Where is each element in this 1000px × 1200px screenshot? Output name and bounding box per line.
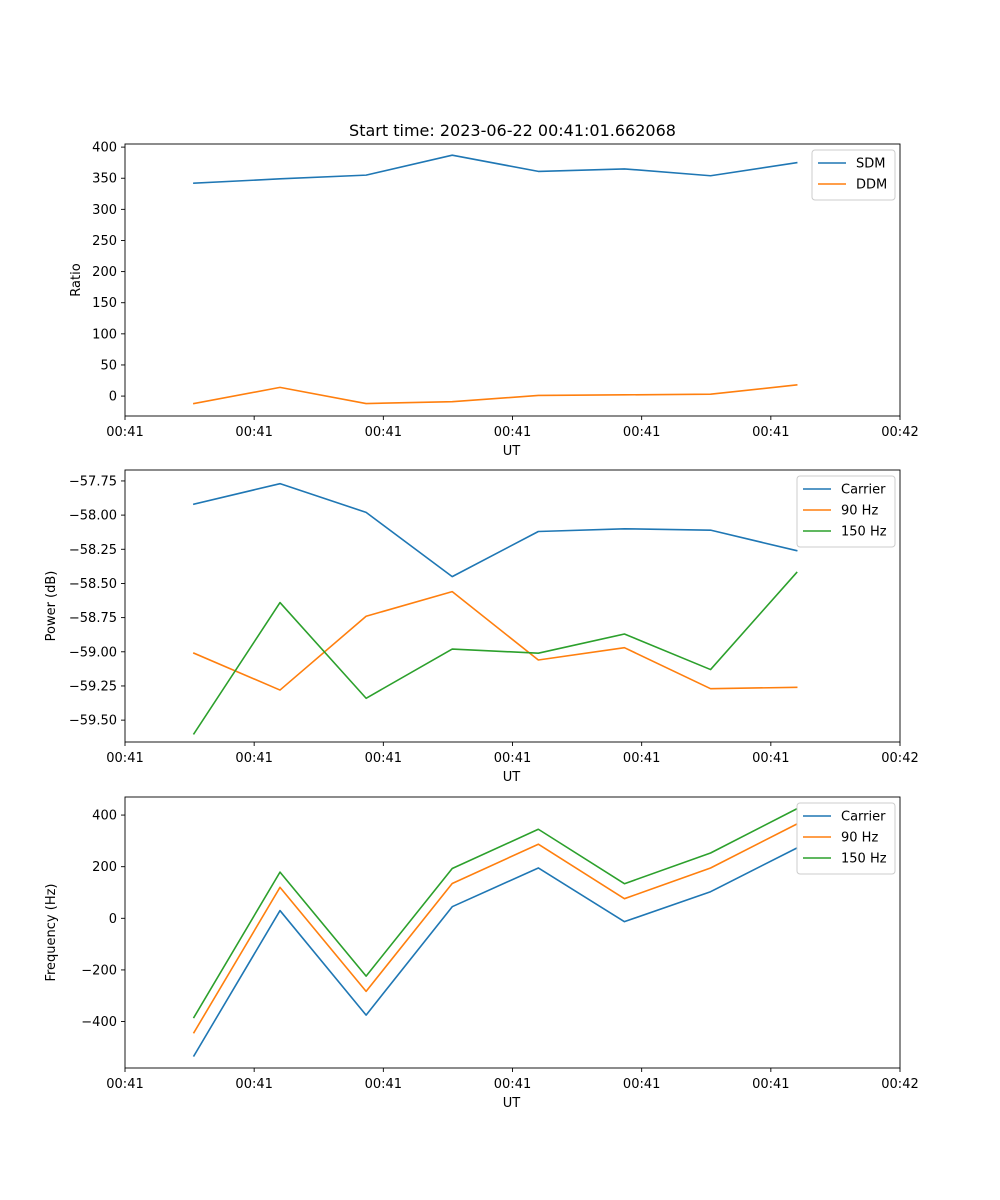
x-tick-label: 00:41 <box>235 751 272 766</box>
x-tick-label: 00:41 <box>365 1077 402 1092</box>
x-tick-label: 00:41 <box>752 425 789 440</box>
legend-box <box>796 802 896 875</box>
x-tick-label: 00:42 <box>881 425 918 440</box>
legend: Carrier 90 Hz 150 Hz <box>796 802 896 875</box>
y-tick-label: −59.50 <box>69 714 117 729</box>
series-line-90-hz <box>192 823 798 1034</box>
y-tick-label: −400 <box>81 1015 117 1030</box>
y-tick-label: −57.75 <box>69 474 117 489</box>
legend: SDM DDM <box>811 149 896 201</box>
x-tick-label: 00:41 <box>623 425 660 440</box>
series-line-150-hz <box>192 571 798 735</box>
series-line-carrier <box>192 482 798 578</box>
x-tick-label: 00:41 <box>106 425 143 440</box>
y-tick-label: 200 <box>92 265 117 280</box>
y-tick-label: 150 <box>92 296 117 311</box>
y-tick-label: −58.00 <box>69 509 117 524</box>
y-tick-label: 50 <box>100 358 117 373</box>
axes-frame <box>124 469 901 743</box>
series-line-ddm <box>192 383 798 405</box>
legend-label: 90 Hz <box>841 504 878 519</box>
chart-panel-3: 00:41 00:41 00:41 00:41 00:41 00:41 00:42 −400 −… <box>44 796 919 1111</box>
x-tick-label: 00:41 <box>752 751 789 766</box>
y-tick-label: 300 <box>92 203 117 218</box>
y-tick-label: −59.25 <box>69 679 117 694</box>
y-tick-label: 400 <box>92 809 117 824</box>
x-tick-label: 00:41 <box>365 425 402 440</box>
x-tick-label: 00:41 <box>494 425 531 440</box>
legend-label: SDM <box>856 157 885 172</box>
legend-label: Carrier <box>841 483 886 498</box>
y-tick-label: −200 <box>81 963 117 978</box>
y-tick-label: 0 <box>109 912 117 927</box>
chart-panel-2: 00:41 00:41 00:41 00:41 00:41 00:41 00:42 −59.5… <box>44 469 919 785</box>
y-tick-label: 0 <box>109 390 117 405</box>
x-axis-label: UT <box>503 770 521 785</box>
x-tick-label: 00:41 <box>235 425 272 440</box>
legend-label: 150 Hz <box>841 525 887 540</box>
y-tick-label: 200 <box>92 860 117 875</box>
legend-label: 90 Hz <box>841 831 878 846</box>
x-tick-label: 00:41 <box>752 1077 789 1092</box>
legend-box <box>796 475 896 548</box>
y-tick-label: 250 <box>92 234 117 249</box>
y-axis-label: Frequency (Hz) <box>44 883 59 981</box>
y-tick-label: −58.50 <box>69 577 117 592</box>
chart-title: Start time: 2023-06-22 00:41:01.662068 <box>349 121 676 140</box>
series-line-150-hz <box>192 807 798 1019</box>
legend-label: DDM <box>856 178 887 193</box>
y-tick-label: −58.25 <box>69 543 117 558</box>
x-tick-label: 00:41 <box>235 1077 272 1092</box>
y-tick-label: 400 <box>92 141 117 156</box>
legend: Carrier 90 Hz 150 Hz <box>796 475 896 548</box>
legend-label: 150 Hz <box>841 852 887 867</box>
axes-frame <box>124 143 901 417</box>
x-tick-label: 00:41 <box>365 751 402 766</box>
x-tick-label: 00:41 <box>494 1077 531 1092</box>
x-tick-label: 00:42 <box>881 1077 918 1092</box>
y-tick-label: 350 <box>92 172 117 187</box>
y-tick-label: 100 <box>92 327 117 342</box>
x-axis-label: UT <box>503 1096 521 1111</box>
y-axis-label: Ratio <box>69 263 84 296</box>
series-line-90-hz <box>192 590 798 691</box>
x-tick-label: 00:41 <box>623 1077 660 1092</box>
y-tick-label: −59.00 <box>69 645 117 660</box>
legend-label: Carrier <box>841 810 886 825</box>
x-axis-label: UT <box>503 444 521 459</box>
axes-frame <box>124 796 901 1069</box>
x-tick-label: 00:41 <box>106 1077 143 1092</box>
y-axis-label: Power (dB) <box>44 571 59 642</box>
series-line-carrier <box>192 847 798 1057</box>
x-tick-label: 00:41 <box>494 751 531 766</box>
x-tick-label: 00:41 <box>106 751 143 766</box>
y-tick-label: −58.75 <box>69 611 117 626</box>
chart-panel-1: 00:41 00:41 00:41 00:41 00:41 00:41 00:42 0 50 10… <box>69 121 919 459</box>
x-tick-label: 00:42 <box>881 751 918 766</box>
series-line-sdm <box>193 154 798 185</box>
x-tick-label: 00:41 <box>623 751 660 766</box>
